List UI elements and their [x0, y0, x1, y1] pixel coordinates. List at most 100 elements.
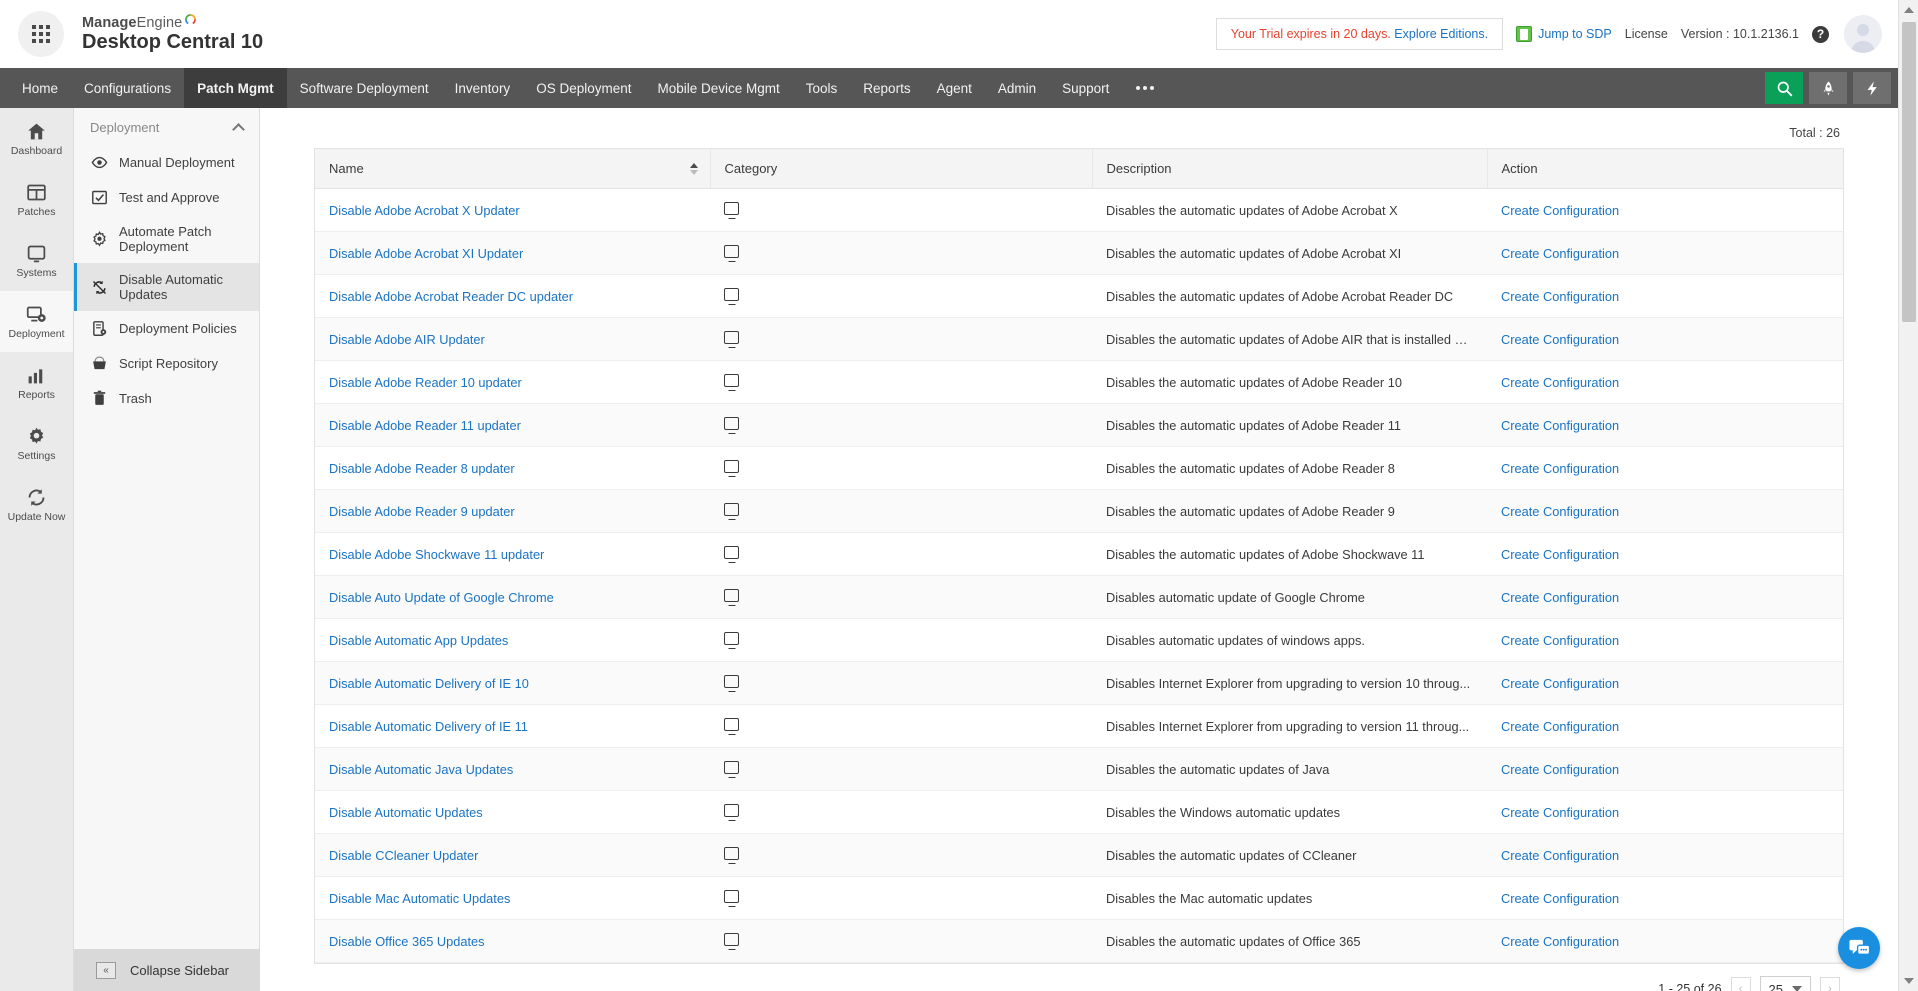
table-row[interactable]: Disable Auto Update of Google Chrome Disa… — [315, 575, 1843, 619]
nav-item-admin[interactable]: Admin — [997, 80, 1037, 96]
table-row[interactable]: Disable Adobe Acrobat Reader DC updater D… — [315, 274, 1843, 318]
column-header-description[interactable]: Description — [1092, 149, 1488, 189]
sidebar-item-automate-patch-deployment[interactable]: Automate Patch Deployment — [74, 215, 259, 263]
sidebar-item-disable-automatic-updates[interactable]: Disable Automatic Updates — [74, 263, 259, 311]
table-row[interactable]: Disable Mac Automatic Updates Disables th… — [315, 876, 1843, 920]
create-configuration-link[interactable]: Create Configuration — [1501, 460, 1620, 476]
nav-item-home[interactable]: Home — [22, 80, 59, 96]
create-configuration-link[interactable]: Create Configuration — [1501, 718, 1620, 734]
scroll-down-button[interactable] — [1899, 971, 1918, 991]
create-configuration-link[interactable]: Create Configuration — [1501, 546, 1620, 562]
create-configuration-link[interactable]: Create Configuration — [1501, 890, 1620, 906]
brand-logo[interactable]: ManageEngine Desktop Central 10 — [82, 13, 263, 54]
create-configuration-link[interactable]: Create Configuration — [1501, 847, 1620, 863]
create-configuration-link[interactable]: Create Configuration — [1501, 675, 1620, 691]
search-icon[interactable] — [1765, 72, 1803, 104]
sidebar-group-header[interactable]: Deployment — [74, 108, 259, 145]
nav-item-os-deployment[interactable]: OS Deployment — [536, 80, 632, 96]
nav-item-inventory[interactable]: Inventory — [454, 80, 511, 96]
rocket-icon[interactable] — [1809, 72, 1847, 104]
table-row[interactable]: Disable Automatic Delivery of IE 11 Disab… — [315, 704, 1843, 748]
more-menu-icon[interactable] — [1122, 68, 1168, 108]
configuration-name-link[interactable]: Disable Adobe Reader 11 updater — [329, 417, 521, 433]
page-scrollbar[interactable] — [1898, 0, 1918, 991]
create-configuration-link[interactable]: Create Configuration — [1501, 417, 1620, 433]
create-configuration-link[interactable]: Create Configuration — [1501, 331, 1620, 347]
configuration-name-link[interactable]: Disable Automatic Delivery of IE 10 — [329, 675, 529, 691]
nav-item-tools[interactable]: Tools — [805, 80, 838, 96]
rail-item-reports[interactable]: Reports — [0, 352, 73, 413]
sidebar-item-manual-deployment[interactable]: Manual Deployment — [74, 145, 259, 180]
collapse-sidebar-button[interactable]: « Collapse Sidebar — [74, 949, 260, 991]
nav-item-reports[interactable]: Reports — [863, 80, 911, 96]
sort-arrows-icon[interactable] — [689, 162, 698, 175]
scrollbar-thumb[interactable] — [1902, 22, 1916, 322]
next-page-button[interactable]: › — [1820, 977, 1840, 991]
configuration-name-link[interactable]: Disable Adobe AIR Updater — [329, 331, 485, 347]
table-row[interactable]: Disable CCleaner Updater Disables the aut… — [315, 833, 1843, 877]
create-configuration-link[interactable]: Create Configuration — [1501, 761, 1620, 777]
create-configuration-link[interactable]: Create Configuration — [1501, 288, 1620, 304]
create-configuration-link[interactable]: Create Configuration — [1501, 245, 1620, 261]
configuration-name-link[interactable]: Disable Automatic Updates — [329, 804, 483, 820]
create-configuration-link[interactable]: Create Configuration — [1501, 632, 1620, 648]
rail-item-update-now[interactable]: Update Now — [0, 474, 73, 535]
page-size-select[interactable]: 25 — [1759, 976, 1811, 991]
chevron-up-icon[interactable] — [232, 122, 245, 136]
rail-item-systems[interactable]: Systems — [0, 230, 73, 291]
apps-grid-icon[interactable] — [18, 11, 64, 57]
configuration-name-link[interactable]: Disable Adobe Acrobat X Updater — [329, 202, 520, 218]
create-configuration-link[interactable]: Create Configuration — [1501, 804, 1620, 820]
column-header-category[interactable]: Category — [710, 149, 1093, 189]
license-link[interactable]: License — [1624, 27, 1668, 41]
chat-bubble-icon[interactable] — [1838, 927, 1880, 969]
nav-item-mobile-device-mgmt[interactable]: Mobile Device Mgmt — [657, 80, 780, 96]
avatar[interactable] — [1842, 15, 1882, 53]
sidebar-item-trash[interactable]: Trash — [74, 381, 259, 416]
configuration-name-link[interactable]: Disable Adobe Acrobat Reader DC updater — [329, 288, 574, 304]
help-icon[interactable]: ? — [1812, 25, 1829, 43]
rail-item-settings[interactable]: Settings — [0, 413, 73, 474]
table-row[interactable]: Disable Office 365 Updates Disables the a… — [315, 919, 1843, 963]
table-row[interactable]: Disable Adobe Reader 8 updater Disables t… — [315, 446, 1843, 490]
rail-item-dashboard[interactable]: Dashboard — [0, 108, 73, 169]
nav-item-software-deployment[interactable]: Software Deployment — [299, 80, 429, 96]
create-configuration-link[interactable]: Create Configuration — [1501, 374, 1620, 390]
column-header-action[interactable]: Action — [1487, 149, 1843, 189]
explore-editions-link[interactable]: Explore Editions. — [1394, 27, 1489, 41]
configuration-name-link[interactable]: Disable Adobe Reader 8 updater — [329, 460, 515, 476]
table-row[interactable]: Disable Adobe Reader 11 updater Disables … — [315, 403, 1843, 447]
table-row[interactable]: Disable Automatic Java Updates Disables t… — [315, 747, 1843, 791]
table-row[interactable]: Disable Adobe Shockwave 11 updater Disabl… — [315, 532, 1843, 576]
configuration-name-link[interactable]: Disable Office 365 Updates — [329, 933, 485, 949]
create-configuration-link[interactable]: Create Configuration — [1501, 589, 1620, 605]
prev-page-button[interactable]: ‹ — [1730, 977, 1751, 991]
nav-item-agent[interactable]: Agent — [936, 80, 972, 96]
nav-item-support[interactable]: Support — [1062, 80, 1110, 96]
sidebar-item-deployment-policies[interactable]: Deployment Policies — [74, 311, 259, 346]
table-row[interactable]: Disable Adobe Acrobat XI Updater Disables… — [315, 231, 1843, 275]
table-row[interactable]: Disable Adobe AIR Updater Disables the au… — [315, 317, 1843, 361]
table-row[interactable]: Disable Adobe Reader 10 updater Disables … — [315, 360, 1843, 404]
configuration-name-link[interactable]: Disable Adobe Reader 9 updater — [329, 503, 515, 519]
configuration-name-link[interactable]: Disable Automatic App Updates — [329, 632, 509, 648]
lightning-bolt-icon[interactable] — [1853, 72, 1891, 104]
configuration-name-link[interactable]: Disable Adobe Reader 10 updater — [329, 374, 522, 390]
configuration-name-link[interactable]: Disable Adobe Shockwave 11 updater — [329, 546, 545, 562]
jump-to-sdp-link[interactable]: Jump to SDP — [1516, 26, 1612, 42]
rail-item-deployment[interactable]: Deployment — [0, 291, 73, 352]
table-row[interactable]: Disable Adobe Acrobat X Updater Disables … — [315, 188, 1843, 232]
table-row[interactable]: Disable Adobe Reader 9 updater Disables t… — [315, 489, 1843, 533]
configuration-name-link[interactable]: Disable CCleaner Updater — [329, 847, 479, 863]
configuration-name-link[interactable]: Disable Adobe Acrobat XI Updater — [329, 245, 524, 261]
configuration-name-link[interactable]: Disable Mac Automatic Updates — [329, 890, 511, 906]
table-row[interactable]: Disable Automatic Updates Disables the Wi… — [315, 790, 1843, 834]
sidebar-item-script-repository[interactable]: Script Repository — [74, 346, 259, 381]
configuration-name-link[interactable]: Disable Auto Update of Google Chrome — [329, 589, 554, 605]
column-header-name[interactable]: Name — [315, 149, 711, 189]
create-configuration-link[interactable]: Create Configuration — [1501, 933, 1620, 949]
table-row[interactable]: Disable Automatic Delivery of IE 10 Disab… — [315, 661, 1843, 705]
create-configuration-link[interactable]: Create Configuration — [1501, 202, 1620, 218]
table-row[interactable]: Disable Automatic App Updates Disables au… — [315, 618, 1843, 662]
nav-item-patch-mgmt[interactable]: Patch Mgmt — [184, 68, 287, 108]
